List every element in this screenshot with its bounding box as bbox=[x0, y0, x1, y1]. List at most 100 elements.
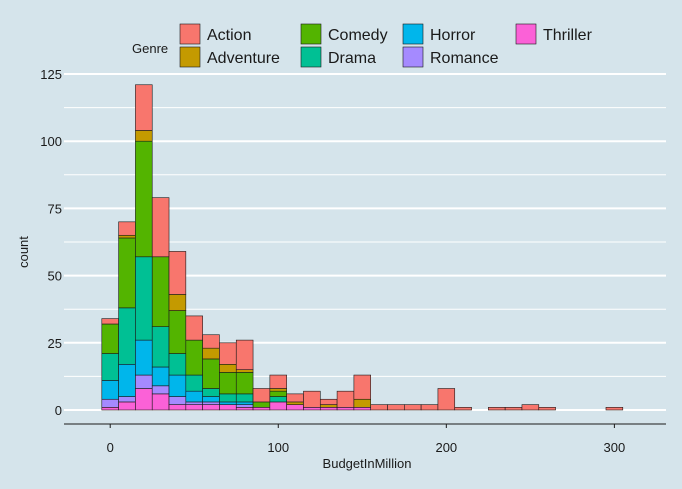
bar-segment-horror bbox=[235, 401, 254, 405]
bar-segment-thriller bbox=[168, 404, 187, 411]
bar-segment-drama bbox=[168, 353, 187, 376]
bar-segment-adventure bbox=[319, 404, 338, 408]
legend-swatch-romance bbox=[402, 46, 424, 68]
bar-segment-comedy bbox=[118, 237, 136, 309]
bar-segment-action bbox=[168, 251, 187, 295]
y-tick-label: 125 bbox=[40, 67, 62, 82]
bar-segment-horror bbox=[101, 380, 119, 400]
bar-segment-comedy bbox=[202, 358, 220, 389]
bar-segment-adventure bbox=[235, 369, 254, 373]
bar-segment-adventure bbox=[118, 234, 136, 239]
bar-segment-action bbox=[521, 404, 540, 411]
legend-label-comedy: Comedy bbox=[328, 27, 388, 44]
bar-segment-romance bbox=[235, 404, 254, 408]
bar-segment-comedy bbox=[135, 140, 153, 258]
y-tick-label: 75 bbox=[48, 201, 62, 216]
bar-segment-action bbox=[286, 393, 304, 403]
legend-swatch-drama bbox=[300, 46, 322, 68]
bar-segment-comedy bbox=[235, 372, 254, 395]
bar-segment-drama bbox=[202, 388, 220, 397]
legend-label-adventure: Adventure bbox=[207, 50, 280, 67]
bar-segment-action bbox=[454, 407, 472, 411]
bar-segment-action bbox=[353, 374, 372, 400]
legend-label-action: Action bbox=[207, 27, 251, 44]
bar-segment-romance bbox=[151, 385, 170, 395]
bar-segment-horror bbox=[168, 374, 187, 397]
bar-segment-action bbox=[118, 221, 136, 236]
bar-segment-thriller bbox=[235, 407, 254, 411]
bar-segment-thriller bbox=[118, 401, 136, 411]
legend-swatch-horror bbox=[402, 23, 424, 45]
bar-segment-action bbox=[387, 404, 405, 411]
bar-segment-action bbox=[370, 404, 388, 411]
bar-segment-adventure bbox=[219, 364, 237, 373]
bar-segment-horror bbox=[219, 401, 237, 405]
bar-segment-thriller bbox=[252, 407, 271, 411]
bar-segment-thriller bbox=[151, 393, 170, 411]
legend-swatch-thriller bbox=[515, 23, 537, 45]
legend-swatch-adventure bbox=[179, 46, 201, 68]
bar-segment-thriller bbox=[336, 407, 355, 411]
x-tick-label: 100 bbox=[267, 440, 289, 455]
bar-segment-comedy bbox=[168, 310, 187, 354]
bar-segment-thriller bbox=[303, 407, 321, 411]
bar-segment-action bbox=[319, 398, 338, 405]
bar-segment-thriller bbox=[319, 407, 338, 411]
bar-segment-romance bbox=[168, 396, 187, 405]
y-tick-label: 100 bbox=[40, 134, 62, 149]
bar-segment-adventure bbox=[269, 388, 287, 392]
bar-segment-adventure bbox=[168, 294, 187, 311]
x-tick-label: 200 bbox=[435, 440, 457, 455]
bar-segment-comedy bbox=[252, 401, 271, 408]
y-tick-label: 0 bbox=[55, 403, 62, 418]
bar-segment-comedy bbox=[151, 256, 170, 327]
bar-segment-romance bbox=[135, 374, 153, 389]
bar-segment-drama bbox=[235, 393, 254, 403]
bar-segment-horror bbox=[202, 396, 220, 403]
legend-swatch-action bbox=[179, 23, 201, 45]
bar-segment-action bbox=[420, 404, 439, 411]
bar-segment-comedy bbox=[219, 372, 237, 395]
bar-segment-action bbox=[202, 334, 220, 349]
bar-segment-action bbox=[219, 342, 237, 365]
bar-segment-horror bbox=[151, 366, 170, 387]
bar-segment-comedy bbox=[101, 323, 119, 354]
legend: Genre Action Adventure Comedy Drama Horror Ro… bbox=[132, 23, 593, 68]
bar-segment-thriller bbox=[353, 407, 372, 411]
bar-segment-adventure bbox=[353, 398, 372, 408]
bar-segment-horror bbox=[185, 390, 203, 403]
bar-segment-comedy bbox=[269, 390, 287, 397]
bar-segment-action bbox=[252, 388, 271, 403]
bar-segment-drama bbox=[135, 256, 153, 341]
legend-label-thriller: Thriller bbox=[543, 27, 593, 44]
legend-label-romance: Romance bbox=[430, 50, 499, 67]
bar-segment-drama bbox=[219, 393, 237, 403]
bar-segment-action bbox=[404, 404, 422, 411]
bar-segment-drama bbox=[185, 374, 203, 392]
bar-segment-action bbox=[235, 339, 254, 370]
legend-label-horror: Horror bbox=[430, 27, 476, 44]
bar-segment-thriller bbox=[101, 407, 119, 411]
bar-segment-romance bbox=[101, 398, 119, 408]
bar-segment-thriller bbox=[286, 404, 304, 411]
bar-segment-action bbox=[336, 390, 355, 408]
bar-segment-action bbox=[101, 318, 119, 325]
bar-segment-romance bbox=[185, 401, 203, 405]
bar-segment-romance bbox=[202, 401, 220, 405]
bar-segment-action bbox=[538, 407, 556, 411]
y-tick-label: 25 bbox=[48, 336, 62, 351]
bar-segment-thriller bbox=[185, 404, 203, 411]
x-tick-label: 300 bbox=[604, 440, 626, 455]
legend-title: Genre bbox=[132, 41, 168, 56]
bar-segment-romance bbox=[118, 396, 136, 403]
bar-segment-drama bbox=[101, 353, 119, 381]
bar-segment-comedy bbox=[185, 339, 203, 376]
bar-segment-horror bbox=[135, 339, 153, 376]
legend-swatch-comedy bbox=[300, 23, 322, 45]
bar-segment-drama bbox=[151, 326, 170, 368]
bar-segment-adventure bbox=[135, 130, 153, 142]
bar-segment-action bbox=[504, 407, 523, 411]
bar-segment-action bbox=[269, 374, 287, 389]
